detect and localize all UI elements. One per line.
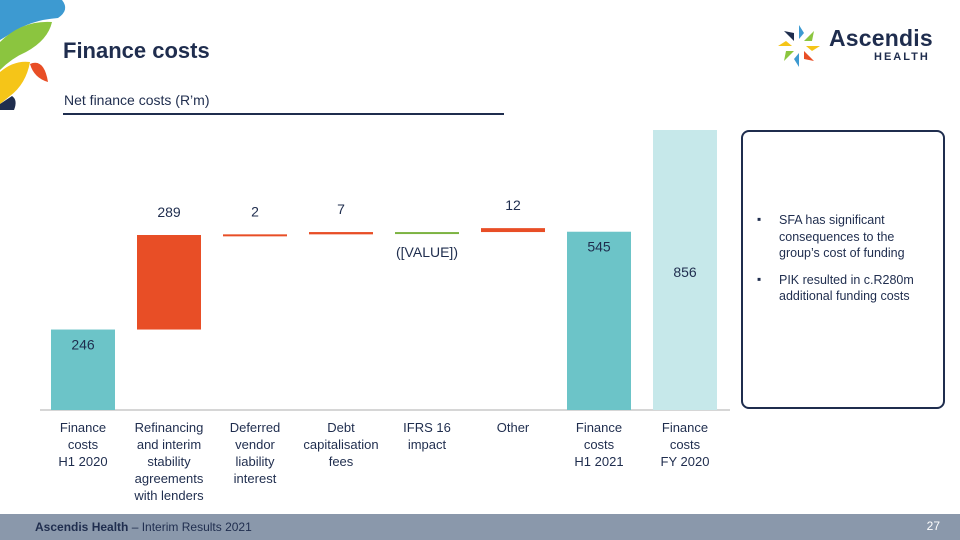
- category-label: stability: [147, 454, 191, 469]
- value-label: 289: [157, 204, 181, 220]
- category-label: costs: [670, 437, 701, 452]
- brand-name: Ascendis: [829, 25, 933, 51]
- category-label: with lenders: [133, 488, 204, 503]
- category-label: costs: [584, 437, 615, 452]
- category-label: vendor: [235, 437, 275, 452]
- category-label: Deferred: [230, 420, 281, 435]
- footer-separator: –: [128, 520, 142, 534]
- corner-logo-graphic: [0, 0, 66, 110]
- value-label: 12: [505, 197, 521, 213]
- waterfall-chart: 246 Finance costs H1 2020 289 Refinancing and …: [40, 130, 730, 503]
- footer-company: Ascendis Health: [35, 520, 129, 534]
- bar-decrease: [395, 232, 459, 235]
- category-label: and interim: [137, 437, 201, 452]
- brand-logo: Ascendis HEALTH: [776, 22, 946, 70]
- note-text: PIK resulted in c.R280m additional fundi…: [779, 272, 914, 304]
- chart-subtitle: Net finance costs (R’m): [64, 92, 210, 108]
- category-label: FY 2020: [661, 454, 710, 469]
- category-label: H1 2020: [58, 454, 107, 469]
- bullet-icon: ▪: [757, 212, 762, 226]
- category-label: Other: [497, 420, 530, 435]
- bullet-icon: ▪: [757, 271, 762, 286]
- brand-subname: HEALTH: [874, 51, 930, 63]
- bar-increase: [481, 228, 545, 233]
- note-item: ▪ SFA has significant consequences to th…: [757, 212, 935, 262]
- category-label: capitalisation: [303, 437, 378, 452]
- footer-bar: Ascendis Health – Interim Results 2021 2…: [0, 514, 960, 540]
- subtitle-divider: [63, 113, 504, 115]
- category-label: IFRS 16: [403, 420, 451, 435]
- category-label: Debt: [327, 420, 355, 435]
- value-label: 7: [337, 201, 345, 217]
- category-label: interest: [234, 471, 277, 486]
- bar-total: [567, 231, 631, 410]
- category-label: Finance: [576, 420, 622, 435]
- bar-total: [51, 329, 115, 410]
- category-label: liability: [235, 454, 275, 469]
- notes-list: ▪ SFA has significant consequences to th…: [757, 212, 935, 315]
- notes-box: ▪ SFA has significant consequences to th…: [741, 130, 945, 409]
- brand-pinwheel-icon: [778, 25, 820, 67]
- category-label: Finance: [662, 420, 708, 435]
- page-number: 27: [926, 519, 940, 533]
- note-text: SFA has significant consequences to the …: [779, 213, 905, 260]
- value-label: 545: [587, 239, 611, 255]
- category-label: Refinancing: [135, 420, 204, 435]
- category-label: fees: [329, 454, 354, 469]
- note-item: ▪ PIK resulted in c.R280m additional fun…: [757, 272, 935, 305]
- footer-event: Interim Results 2021: [141, 520, 252, 534]
- category-label: Finance: [60, 420, 106, 435]
- bar-increase: [223, 234, 287, 237]
- category-label: costs: [68, 437, 99, 452]
- bar-increase: [137, 235, 201, 330]
- category-label: impact: [408, 437, 447, 452]
- category-label: agreements: [135, 471, 204, 486]
- bar-total: [653, 130, 717, 410]
- bar-increase: [309, 232, 373, 235]
- value-label: 856: [673, 264, 697, 280]
- footer-caption: Ascendis Health – Interim Results 2021: [35, 520, 252, 534]
- value-label: 246: [71, 337, 95, 353]
- category-label: H1 2021: [574, 454, 623, 469]
- page-title: Finance costs: [63, 38, 210, 63]
- value-label: ([VALUE]): [396, 244, 458, 260]
- value-label: 2: [251, 203, 259, 219]
